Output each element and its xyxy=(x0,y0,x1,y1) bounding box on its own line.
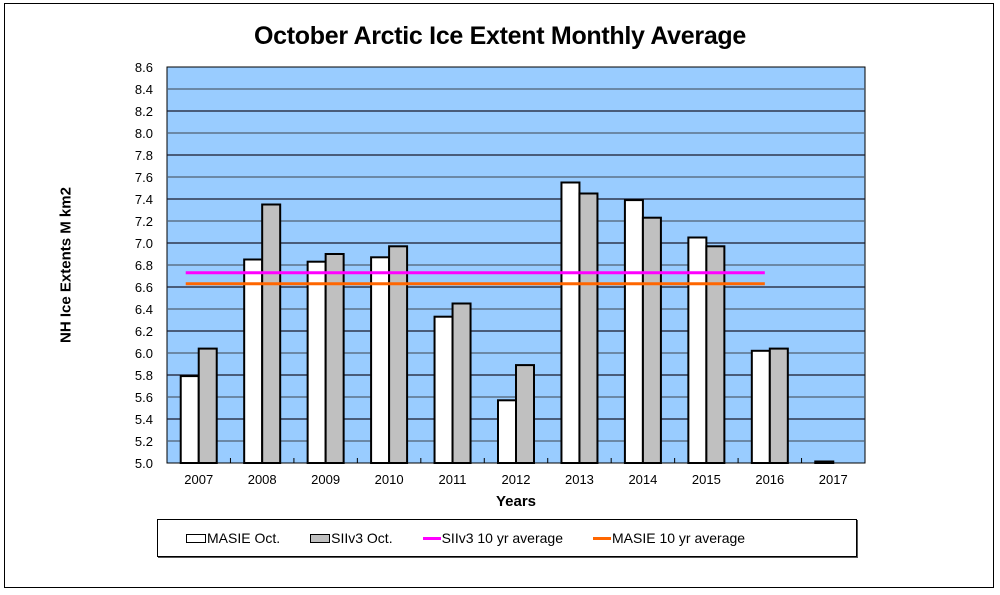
y-tick-label: 7.0 xyxy=(135,236,153,251)
y-tick-label: 7.8 xyxy=(135,148,153,163)
legend-swatch-masie-avg xyxy=(593,536,611,540)
legend-swatch-masie xyxy=(186,533,206,543)
x-tick-label: 2015 xyxy=(692,472,721,487)
legend-label-masie-avg: MASIE 10 yr average xyxy=(612,530,746,546)
legend-label-siiv3-avg: SIIv3 10 yr average xyxy=(441,530,563,546)
bar-masie-oct--2009 xyxy=(306,260,327,465)
y-tick-label: 5.4 xyxy=(135,412,153,427)
bar-masie-oct--2010 xyxy=(370,256,391,464)
bar-siiv3-oct--2010 xyxy=(388,245,409,464)
bar-siiv3-oct--2008 xyxy=(261,203,282,464)
x-tick-label: 2017 xyxy=(819,472,848,487)
bar-masie-oct--2014 xyxy=(623,199,644,464)
bar-masie-oct--2011 xyxy=(433,315,454,465)
y-tick-label: 6.0 xyxy=(135,346,153,361)
x-tick-label: 2009 xyxy=(311,472,340,487)
x-tick-label: 2010 xyxy=(375,472,404,487)
y-tick-label: 6.2 xyxy=(135,324,153,339)
y-tick-label: 6.8 xyxy=(135,258,153,273)
bar-siiv3-oct--2011 xyxy=(451,302,472,464)
x-tick-label: 2012 xyxy=(502,472,531,487)
y-tick-label: 5.6 xyxy=(135,390,153,405)
chart-title: October Arctic Ice Extent Monthly Averag… xyxy=(254,22,746,50)
bar-masie-oct--2012 xyxy=(497,399,517,464)
y-tick-label: 7.2 xyxy=(135,214,153,229)
y-tick-label: 7.6 xyxy=(135,170,153,185)
x-tick-label: 2008 xyxy=(248,472,277,487)
y-tick-label: 7.4 xyxy=(135,192,153,207)
y-tick-label: 5.0 xyxy=(135,456,153,471)
legend-item-siiv3-avg: SIIv3 10 yr average xyxy=(422,530,563,546)
y-tick-label: 8.2 xyxy=(135,104,153,119)
legend-swatch-siiv3 xyxy=(310,533,331,543)
bar-masie-oct--2013 xyxy=(560,181,581,464)
x-axis-label: Years xyxy=(495,493,537,510)
bar-siiv3-oct--2013 xyxy=(578,192,599,464)
bar-masie-oct--2008 xyxy=(243,258,264,464)
x-tick-label: 2014 xyxy=(628,472,657,487)
bar-siiv3-oct--2015 xyxy=(705,245,726,464)
x-tick-label: 2007 xyxy=(184,472,213,487)
bar-masie-oct--2017 xyxy=(814,460,835,464)
y-tick-label: 5.8 xyxy=(135,368,153,383)
bar-masie-oct--2016 xyxy=(750,349,771,464)
x-tick-label: 2013 xyxy=(565,472,594,487)
legend-label-masie: MASIE Oct. xyxy=(207,530,281,546)
legend-item-masie: MASIE Oct. xyxy=(186,530,280,546)
y-tick-label: 8.0 xyxy=(135,126,153,141)
x-tick-label: 2011 xyxy=(439,472,467,487)
legend-item-masie-avg: MASIE 10 yr average xyxy=(593,530,745,546)
bar-siiv3-oct--2014 xyxy=(641,216,662,464)
bar-masie-oct--2007 xyxy=(179,375,200,465)
x-tick-label: 2016 xyxy=(755,472,784,487)
bar-siiv3-oct--2016 xyxy=(768,347,789,465)
legend-swatch-siiv3-avg xyxy=(422,536,441,540)
legend: MASIE Oct. SIIv3 Oct. SIIv3 10 yr averag… xyxy=(157,519,857,557)
bar-siiv3-oct--2007 xyxy=(197,347,218,465)
y-tick-label: 6.6 xyxy=(135,280,153,295)
y-tick-label: 5.2 xyxy=(135,434,153,449)
y-tick-label: 6.4 xyxy=(135,302,153,317)
legend-item-siiv3: SIIv3 Oct. xyxy=(310,530,393,546)
legend-label-siiv3: SIIv3 Oct. xyxy=(331,530,393,546)
bar-siiv3-oct--2012 xyxy=(515,364,535,465)
y-tick-label: 8.6 xyxy=(135,60,153,75)
y-tick-label: 8.4 xyxy=(135,82,153,97)
bar-siiv3-oct--2009 xyxy=(324,253,345,464)
